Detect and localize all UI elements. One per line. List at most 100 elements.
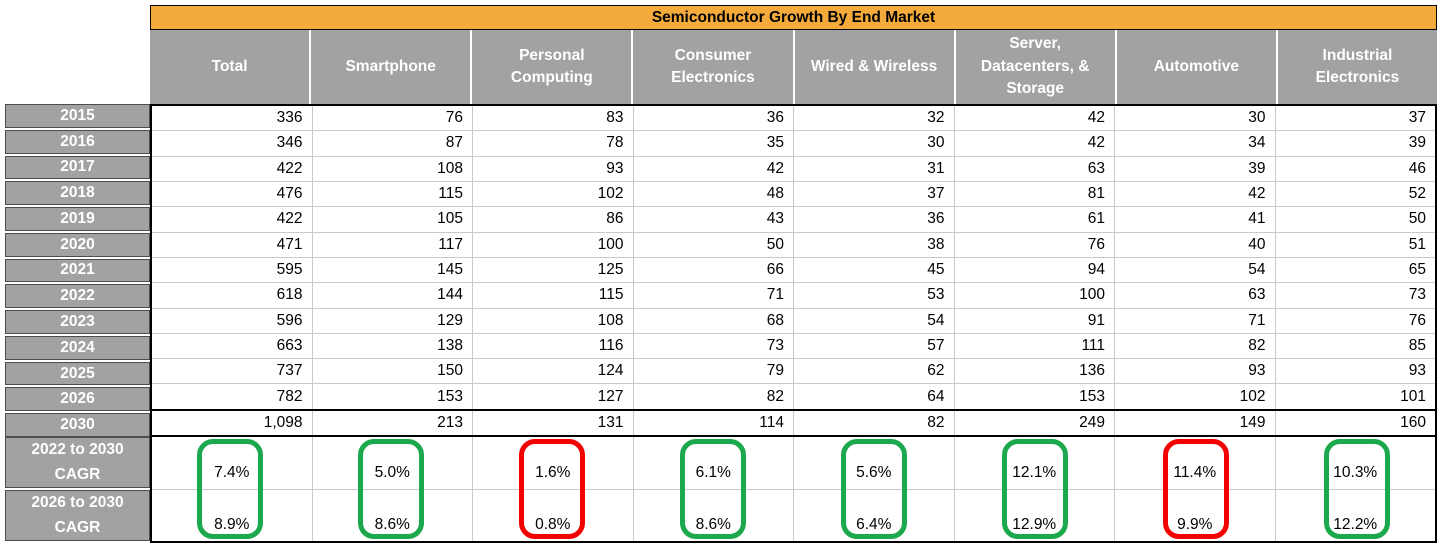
value-cell: 136 bbox=[955, 359, 1115, 384]
row-label-year: 2022 bbox=[5, 284, 150, 309]
value-cell: 79 bbox=[634, 359, 794, 384]
value-cell: 50 bbox=[634, 232, 794, 257]
value-cell: 100 bbox=[473, 232, 634, 257]
value-cell: 39 bbox=[1115, 156, 1276, 181]
column-header: Server, Datacenters, & Storage bbox=[955, 30, 1115, 104]
value-cell: 87 bbox=[313, 131, 473, 156]
value-cell: 86 bbox=[473, 207, 634, 232]
value-cell: 30 bbox=[1115, 106, 1276, 131]
value-cell: 54 bbox=[1115, 257, 1276, 283]
value-cell: 42 bbox=[1115, 181, 1276, 207]
value-cell: 595 bbox=[152, 257, 313, 283]
cagr-value-cell: 1.6% bbox=[473, 437, 634, 489]
cagr-value-cell: 5.0% bbox=[313, 437, 473, 489]
table-row: 8.9% 8.6% 0.8% 8.6% 6.4% 12.9% 9.9% 12.2% bbox=[152, 489, 1435, 541]
value-cell: 116 bbox=[473, 333, 634, 359]
table-title: Semiconductor Growth By End Market bbox=[150, 5, 1437, 30]
value-cell: 71 bbox=[1115, 308, 1276, 333]
value-cell: 41 bbox=[1115, 207, 1276, 232]
cagr-value-cell: 12.9% bbox=[955, 489, 1115, 541]
value-cell: 160 bbox=[1400, 413, 1426, 431]
column-header: Industrial Electronics bbox=[1277, 30, 1437, 104]
value-cell: 782 bbox=[152, 384, 313, 409]
value-cell: 37 bbox=[1408, 109, 1426, 127]
table-row: 471 117 100 50 38 76 40 51 bbox=[152, 232, 1435, 258]
value-cell: 145 bbox=[313, 257, 473, 283]
row-label-year: 2024 bbox=[5, 335, 150, 360]
value-cell: 63 bbox=[1115, 283, 1276, 308]
table-row: 346 87 78 35 30 42 34 39 bbox=[152, 131, 1435, 157]
value-cell: 36 bbox=[634, 106, 794, 131]
value-cell: 76 bbox=[955, 232, 1115, 257]
row-label-year: 2025 bbox=[5, 361, 150, 386]
value-cell: 1,098 bbox=[152, 410, 313, 436]
value-cell: 144 bbox=[313, 283, 473, 308]
value-cell: 76 bbox=[313, 106, 473, 131]
column-header: Total bbox=[150, 30, 310, 104]
value-cell: 618 bbox=[152, 283, 313, 308]
row-label-year: 2020 bbox=[5, 232, 150, 257]
cagr-value-cell: 8.9% bbox=[152, 489, 313, 541]
cagr-value-cell: 8.6% bbox=[634, 489, 794, 541]
value-cell: 108 bbox=[313, 156, 473, 181]
value-cell: 596 bbox=[152, 308, 313, 333]
value-cell: 82 bbox=[634, 384, 794, 409]
value-cell: 663 bbox=[152, 333, 313, 359]
value-cell: 153 bbox=[313, 384, 473, 409]
value-cell: 62 bbox=[794, 359, 955, 384]
column-header: Smartphone bbox=[311, 30, 471, 104]
value-cell: 138 bbox=[313, 333, 473, 359]
value-cell: 81 bbox=[955, 181, 1115, 207]
value-cell: 93 bbox=[1408, 362, 1426, 380]
table-row: 422 105 86 43 36 61 41 50 bbox=[152, 207, 1435, 233]
cagr-label-line1: 2022 to 2030 bbox=[31, 441, 124, 459]
cagr-row-label: 2022 to 2030 CAGR bbox=[5, 437, 150, 488]
value-cell: 114 bbox=[634, 410, 794, 436]
table-row: 1,098 213 131 114 82 249 149 160 bbox=[152, 408, 1435, 436]
value-cell: 102 bbox=[473, 181, 634, 207]
value-cell: 45 bbox=[794, 257, 955, 283]
value-cell: 42 bbox=[634, 156, 794, 181]
value-cell: 93 bbox=[473, 156, 634, 181]
column-header: Consumer Electronics bbox=[633, 30, 793, 104]
row-label-year: 2015 bbox=[5, 104, 150, 128]
value-cell: 37 bbox=[794, 181, 955, 207]
cagr-value-cell: 8.6% bbox=[313, 489, 473, 541]
row-label-year: 2017 bbox=[5, 155, 150, 180]
value-cell: 476 bbox=[152, 181, 313, 207]
value-cell: 32 bbox=[794, 106, 955, 131]
value-cell: 50 bbox=[1408, 210, 1426, 228]
value-cell: 35 bbox=[634, 131, 794, 156]
value-cell: 249 bbox=[955, 410, 1115, 436]
value-cell: 71 bbox=[634, 283, 794, 308]
value-cell: 336 bbox=[152, 106, 313, 131]
cagr-value-cell: 9.9% bbox=[1115, 489, 1276, 541]
value-cell: 61 bbox=[955, 207, 1115, 232]
table-row: 596 129 108 68 54 91 71 76 bbox=[152, 308, 1435, 334]
value-cell: 73 bbox=[1408, 286, 1426, 304]
value-cell: 124 bbox=[473, 359, 634, 384]
value-cell: 39 bbox=[1408, 134, 1426, 152]
column-header: Automotive bbox=[1116, 30, 1276, 104]
column-header: Personal Computing bbox=[472, 30, 632, 104]
value-cell: 38 bbox=[794, 232, 955, 257]
value-cell: 117 bbox=[313, 232, 473, 257]
value-cell: 46 bbox=[1408, 159, 1426, 177]
value-cell: 105 bbox=[313, 207, 473, 232]
value-cell: 36 bbox=[794, 207, 955, 232]
table-row: 737 150 124 79 62 136 93 93 bbox=[152, 359, 1435, 385]
value-cell: 42 bbox=[955, 131, 1115, 156]
value-cell: 471 bbox=[152, 232, 313, 257]
value-cell: 51 bbox=[1408, 235, 1426, 253]
cagr-label-line2: CAGR bbox=[54, 518, 101, 536]
value-cell: 66 bbox=[634, 257, 794, 283]
cagr-value-cell: 12.2% bbox=[1333, 516, 1378, 533]
table-row: 476 115 102 48 37 81 42 52 bbox=[152, 181, 1435, 208]
cagr-value-cell: 12.1% bbox=[955, 437, 1115, 489]
value-cell: 63 bbox=[955, 156, 1115, 181]
value-cell: 82 bbox=[1115, 333, 1276, 359]
row-label-year: 2016 bbox=[5, 129, 150, 154]
value-cell: 94 bbox=[955, 257, 1115, 283]
value-cell: 149 bbox=[1115, 410, 1276, 436]
